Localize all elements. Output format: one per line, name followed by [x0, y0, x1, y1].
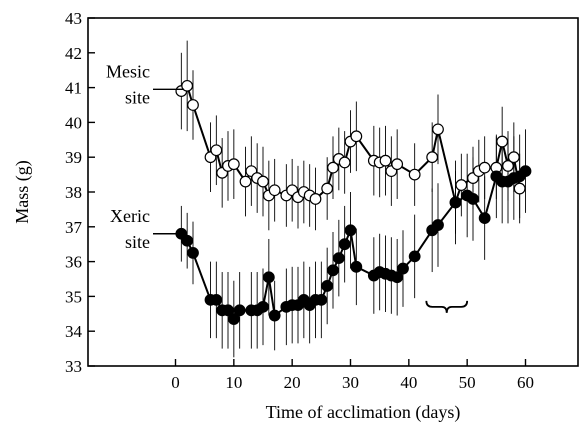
mesic-site-point	[239, 175, 252, 188]
xeric-site-label: Xeric site	[110, 206, 150, 252]
mesic-site-point	[227, 158, 240, 171]
mesic-site-label-line: Mesic	[106, 61, 150, 81]
mesic-site-point	[478, 161, 491, 174]
mesic-site-point	[181, 79, 194, 92]
mesic-site-point	[455, 179, 468, 191]
xeric-site-label-line: Xeric	[110, 206, 150, 226]
mesic-site-point	[391, 158, 404, 171]
xeric-site-point	[315, 293, 328, 306]
mesic-site-point	[432, 123, 444, 136]
xeric-site-label-line: site	[125, 232, 150, 252]
xeric-site-point	[467, 193, 479, 205]
xeric-site-point	[432, 219, 444, 231]
xeric-site-point	[257, 300, 269, 313]
xeric-site-point	[227, 313, 240, 325]
mesic-site-label-line: site	[125, 87, 150, 107]
mesic-site-point	[210, 144, 223, 157]
mesic-site-label: Mesic site	[106, 61, 150, 107]
x-tick-label: 0	[171, 373, 180, 392]
x-tick-label: 20	[284, 373, 301, 392]
mesic-site-point	[426, 151, 439, 164]
mesic-site-point	[321, 182, 334, 195]
y-tick-label: 38	[65, 183, 82, 202]
xeric-site-point	[397, 262, 409, 275]
y-tick-label: 39	[65, 148, 82, 167]
bracket-annotation	[425, 300, 469, 313]
xeric-site-point	[222, 304, 234, 317]
y-axis-title: Mass (g)	[12, 160, 33, 224]
y-tick-label: 42	[65, 44, 82, 63]
mesic-site-point	[507, 151, 520, 164]
x-tick-label: 40	[400, 373, 417, 392]
x-axis-title: Time of acclimation (days)	[266, 402, 461, 423]
mesic-site-point	[379, 154, 392, 167]
xeric-site-point	[338, 238, 351, 251]
xeric-site-point	[233, 304, 246, 317]
mesic-site-point	[496, 135, 509, 148]
mesic-site-point	[338, 156, 351, 169]
xeric-site-point	[332, 252, 345, 265]
mesic-site-point	[327, 161, 339, 174]
mesic-site-point	[268, 184, 281, 197]
mesic-site-point	[187, 99, 199, 111]
y-tick-label: 36	[65, 253, 82, 272]
y-tick-label: 41	[65, 79, 82, 98]
xeric-site-point	[268, 309, 281, 322]
xeric-site-point	[519, 165, 532, 178]
xeric-site-point	[327, 264, 339, 277]
y-tick-label: 43	[65, 9, 82, 28]
x-tick-label: 10	[225, 373, 242, 392]
x-tick-label: 30	[342, 373, 359, 392]
xeric-site-point	[181, 234, 194, 247]
xeric-site-point	[408, 250, 421, 263]
xeric-site-point	[187, 246, 199, 259]
xeric-site-point	[478, 212, 491, 225]
xeric-site-point	[344, 224, 357, 237]
y-tick-label: 40	[65, 113, 82, 132]
xeric-site-point	[350, 260, 363, 273]
series-labels: Mesic site Xeric site	[106, 61, 184, 252]
mesic-site-point	[257, 175, 269, 188]
y-tick-label: 35	[65, 287, 82, 306]
mesic-site-point	[513, 182, 526, 195]
x-tick-label: 50	[459, 373, 476, 392]
mesic-site-point	[408, 168, 421, 181]
xeric-site-point	[321, 280, 334, 292]
mesic-site-point	[309, 193, 322, 205]
mesic-site-point	[502, 159, 514, 172]
mesic-site-point	[350, 130, 363, 143]
series-points	[175, 79, 532, 325]
xeric-site-point	[210, 293, 223, 306]
xeric-site-point	[391, 271, 404, 284]
y-tick-label: 34	[65, 322, 83, 341]
y-tick-label: 33	[65, 357, 82, 376]
axes: 33 34 35 36 37 38 39 40 41 42 43 0 10 20 30 40 50 60	[65, 9, 579, 392]
y-tick-label: 37	[65, 218, 83, 237]
x-tick-label: 60	[517, 373, 534, 392]
xeric-site-point	[449, 196, 462, 209]
xeric-site-point	[262, 271, 275, 284]
